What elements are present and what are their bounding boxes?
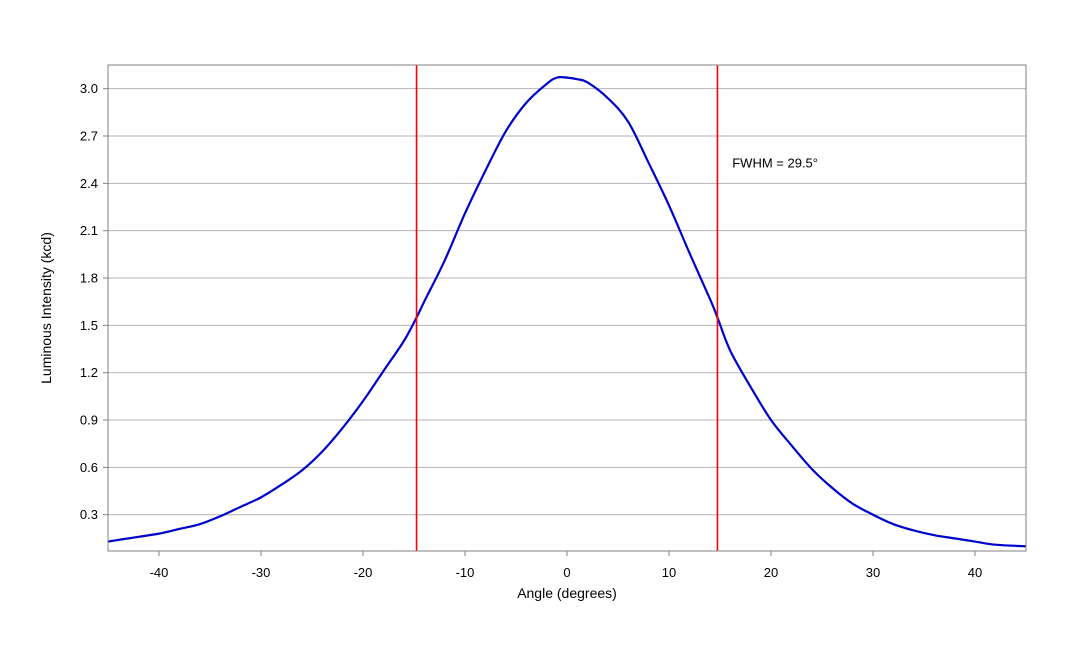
x-axis-ticks: -40 -30 -20 -10 0 10 20 30 40	[150, 551, 982, 580]
fwhm-annotation: FWHM = 29.5°	[732, 155, 818, 170]
y-axis-ticks: 0.3 0.6 0.9 1.2 1.5 1.8 2.1 2.4 2.7 3.0	[80, 81, 108, 522]
fwhm-markers	[415, 65, 719, 551]
x-tick-label: 30	[866, 565, 880, 580]
data-series	[107, 75, 1027, 548]
y-tick-label: 2.7	[80, 129, 98, 144]
y-tick-label: 1.8	[80, 271, 98, 286]
x-axis-title: Angle (degrees)	[517, 585, 617, 601]
x-tick-label: 40	[968, 565, 982, 580]
intensity-curve	[107, 75, 1027, 548]
y-tick-label: 0.6	[80, 460, 98, 475]
y-tick-label: 3.0	[80, 81, 98, 96]
x-tick-label: -10	[456, 565, 475, 580]
y-tick-label: 1.5	[80, 318, 98, 333]
x-tick-label: 10	[662, 565, 676, 580]
y-axis-title: Luminous Intensity (kcd)	[38, 232, 54, 384]
x-tick-label: 0	[563, 565, 570, 580]
y-tick-label: 2.1	[80, 223, 98, 238]
x-tick-label: -30	[252, 565, 271, 580]
annotations: FWHM = 29.5°	[732, 155, 818, 170]
y-tick-label: 1.2	[80, 365, 98, 380]
y-tick-label: 0.3	[80, 507, 98, 522]
y-tick-label: 0.9	[80, 413, 98, 428]
y-tick-label: 2.4	[80, 176, 98, 191]
x-tick-label: -20	[354, 565, 373, 580]
x-tick-label: 20	[764, 565, 778, 580]
grid	[108, 88, 1026, 516]
x-tick-label: -40	[150, 565, 169, 580]
